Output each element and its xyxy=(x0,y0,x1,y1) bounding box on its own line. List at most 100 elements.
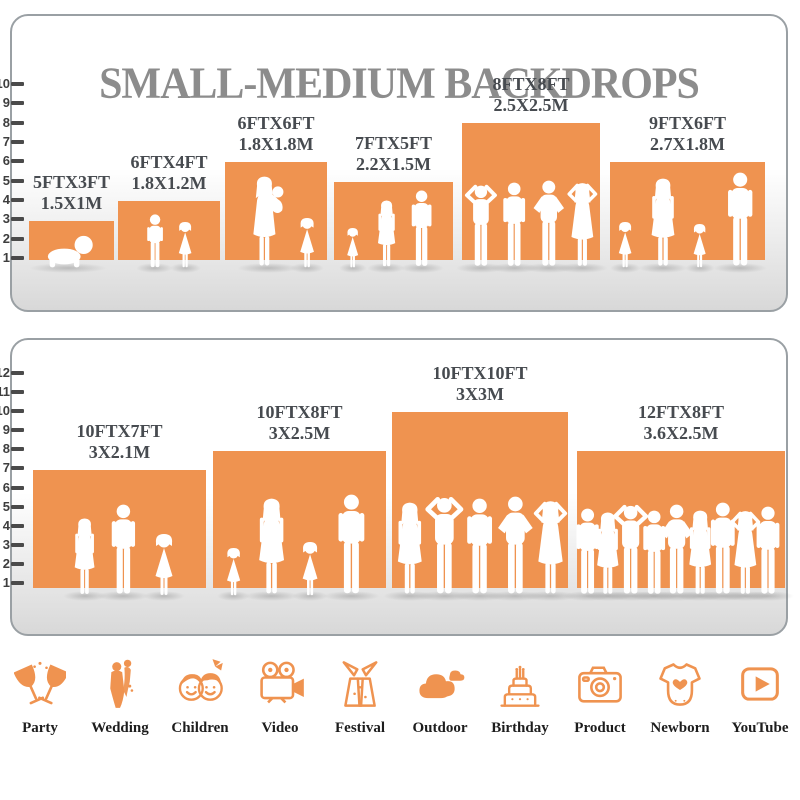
person-silhouette-baby xyxy=(40,234,96,268)
ruler-tick-label: 3 xyxy=(2,536,10,552)
festival-icon xyxy=(334,658,386,710)
person-silhouette-womanup xyxy=(530,500,571,596)
figure-shadow xyxy=(584,591,632,601)
bar-size-meters: 3.6X2.5M xyxy=(643,422,719,443)
category-label: Video xyxy=(261,720,299,736)
bar-size-label: 5FTX3FT 1.5X1M xyxy=(33,172,110,214)
ruler-tick xyxy=(11,217,24,222)
bar-size-feet: 5FTX3FT xyxy=(32,171,111,192)
ruler-tick xyxy=(11,447,24,452)
ruler-tick xyxy=(11,81,24,86)
category-item-youtube: YouTube xyxy=(720,658,800,737)
page-title: SMALL-MEDIUM BACKDROPS xyxy=(99,59,700,109)
bar-size-feet: 12FTX8FT xyxy=(637,401,725,422)
figure-shadow xyxy=(169,263,201,273)
figure-shadow xyxy=(490,263,539,273)
figure-shadow xyxy=(29,263,108,273)
category-item-outdoor: Outdoor xyxy=(400,658,480,737)
person-silhouette-girl xyxy=(149,534,179,596)
figure-shadow xyxy=(556,263,608,273)
bar-size-meters: 1.5X1M xyxy=(40,192,103,213)
bar-size-label: 7FTX5FT 2.2X1.5M xyxy=(355,133,432,175)
figure-shadow xyxy=(743,591,794,601)
category-label: Wedding xyxy=(91,720,149,736)
ruler-tick xyxy=(11,390,24,394)
bar-size-meters: 3X2.5M xyxy=(268,422,331,443)
ruler-tick-label: 1 xyxy=(2,574,10,590)
party-icon xyxy=(14,658,66,710)
bar-size-label: 12FTX8FT 3.6X2.5M xyxy=(638,402,724,444)
bar-size-meters: 2.2X1.5M xyxy=(355,153,431,174)
ruler-tick xyxy=(11,120,24,125)
person-silhouette-man xyxy=(721,172,759,268)
figure-shadow xyxy=(383,591,436,601)
ruler-tick xyxy=(11,178,24,183)
bar-size-feet: 6FTX4FT xyxy=(130,152,208,173)
ruler-tick-label: 10 xyxy=(0,402,10,418)
bar-size-feet: 9FTX6FT xyxy=(648,113,727,133)
category-item-party: Party xyxy=(0,658,80,737)
ruler-tick-label: 6 xyxy=(2,153,10,168)
person-silhouette-boy xyxy=(142,214,168,268)
figure-shadow xyxy=(637,263,688,273)
category-item-birthday: Birthday xyxy=(480,658,560,737)
figure-shadow xyxy=(414,591,475,601)
category-label: Newborn xyxy=(650,720,710,736)
ruler-tick xyxy=(11,581,24,585)
size-chart-panel-large: 12345678910111210FTX7FT3X2.1M10FTX8FT3X2… xyxy=(0,338,794,636)
category-label: Outdoor xyxy=(412,720,468,736)
bar-size-feet: 10FTX8FT xyxy=(256,401,343,422)
ruler-tick-label: 4 xyxy=(2,517,10,533)
figure-shadow xyxy=(63,591,107,601)
person-silhouette-girl xyxy=(297,542,323,596)
backdrop-bar xyxy=(118,201,220,260)
ruler-tick-label: 8 xyxy=(2,441,10,457)
ruler-tick xyxy=(11,197,24,202)
ruler-tick xyxy=(11,466,24,471)
ruler-tick-label: 4 xyxy=(2,191,10,207)
bar-size-meters: 2.5X2.5M xyxy=(493,94,569,115)
figure-shadow xyxy=(322,591,380,601)
person-silhouette-womanup xyxy=(564,182,601,268)
children-icon xyxy=(174,658,226,710)
size-chart-panel-small: SMALL-MEDIUM BACKDROPS 1 2 3 4 5 6 7 8 9 10 5FTX3F… xyxy=(0,14,788,312)
person-silhouette-woman xyxy=(252,498,291,596)
bar-size-meters: 3X2.1M xyxy=(88,442,151,463)
ruler-tick xyxy=(11,409,24,414)
person-silhouette-woman xyxy=(645,178,681,268)
figure-shadow xyxy=(217,591,250,601)
ruler-tick xyxy=(11,159,24,164)
ruler-tick-label: 1 xyxy=(2,249,10,265)
ruler-tick xyxy=(11,504,24,509)
person-silhouette-girl xyxy=(614,222,636,268)
person-silhouette-woman xyxy=(373,200,400,268)
bar-size-label: 6FTX4FT 1.8X1.2M xyxy=(130,152,207,194)
ruler-tick-label: 7 xyxy=(2,133,10,149)
person-silhouette-girl xyxy=(174,222,196,268)
figure-shadow xyxy=(136,263,173,273)
person-silhouette-mother xyxy=(246,176,290,268)
ruler-tick-label: 9 xyxy=(2,94,10,110)
ruler-tick xyxy=(11,139,24,144)
video-icon xyxy=(254,658,306,710)
person-silhouette-woman xyxy=(69,518,100,596)
category-label: Birthday xyxy=(491,720,549,736)
category-item-children: Children xyxy=(160,658,240,737)
ruler-tick xyxy=(11,370,24,375)
figure-shadow xyxy=(452,591,508,601)
category-label: Children xyxy=(171,720,229,736)
person-silhouette-man xyxy=(750,506,786,596)
figure-shadow xyxy=(684,263,715,273)
person-silhouette-man xyxy=(105,504,142,596)
wedding-icon xyxy=(94,658,146,710)
figure-shadow xyxy=(291,591,329,601)
person-silhouette-armsup xyxy=(463,184,499,268)
category-item-video: Video xyxy=(240,658,320,737)
figure-shadow xyxy=(143,591,186,601)
ruler-tick xyxy=(11,256,24,260)
ruler-tick-label: 9 xyxy=(2,421,10,437)
ruler-tick-label: 5 xyxy=(2,498,10,514)
bar-size-meters: 1.8X1.2M xyxy=(131,173,207,194)
ruler-tick-label: 3 xyxy=(2,211,10,227)
product-icon xyxy=(574,658,626,710)
